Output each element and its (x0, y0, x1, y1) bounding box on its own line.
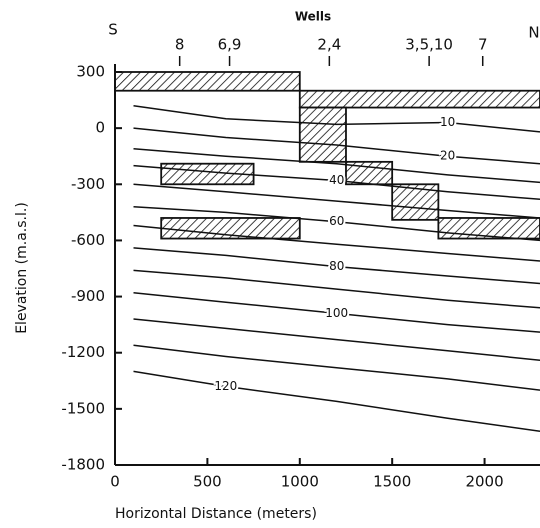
contour-label: 10 (440, 115, 455, 129)
contour-line (133, 370, 540, 433)
contour-line (133, 344, 540, 391)
x-axis-label: Horizontal Distance (meters) (115, 506, 317, 522)
y-axis-label: Elevation (m.a.s.l.) (14, 202, 30, 334)
y-tick-label: -1200 (61, 343, 105, 361)
screened-interval (114, 71, 301, 92)
y-tick-label: -300 (71, 175, 105, 193)
y-tick-label: -900 (71, 287, 105, 305)
x-tick-label: 2000 (465, 473, 503, 491)
well-label: 8 (175, 36, 185, 54)
contour-line (133, 318, 540, 361)
contour-label: 100 (325, 306, 348, 320)
x-tick-label: 500 (193, 473, 222, 491)
contour-label: 60 (329, 214, 344, 228)
contour-line (133, 104, 540, 133)
wells-title: Wells (295, 10, 331, 24)
y-tick-label: -1800 (61, 456, 105, 474)
well-label: 2,4 (317, 36, 341, 54)
y-tick-label: 300 (76, 63, 105, 81)
well-label: 3,5,10 (405, 36, 453, 54)
y-tick-label: -1500 (61, 399, 105, 417)
edge-label: N (528, 24, 539, 42)
y-tick-label: 0 (95, 119, 105, 137)
screened-interval (298, 106, 347, 163)
well-label: 7 (478, 36, 488, 54)
contour-label: 20 (440, 149, 455, 163)
contour-line (133, 147, 540, 184)
contour-label: 40 (329, 173, 344, 187)
y-tick-label: -600 (71, 231, 105, 249)
contour-line (133, 224, 540, 262)
screened-interval (437, 217, 540, 240)
edge-label: S (108, 21, 118, 39)
x-tick-label: 1000 (281, 473, 319, 491)
well-label: 6,9 (218, 36, 242, 54)
contour-line (133, 247, 540, 285)
contour-label: 80 (329, 259, 344, 273)
screened-interval (160, 162, 255, 186)
contour-label: 120 (214, 379, 237, 393)
contour-line (133, 164, 540, 201)
contour-line (133, 183, 540, 219)
contour-line (133, 127, 540, 165)
contour-line (133, 292, 540, 333)
x-tick-label: 0 (110, 473, 120, 491)
contour-line (133, 269, 540, 309)
contour-line (133, 205, 540, 242)
screened-interval (298, 89, 540, 109)
x-tick-label: 1500 (373, 473, 411, 491)
